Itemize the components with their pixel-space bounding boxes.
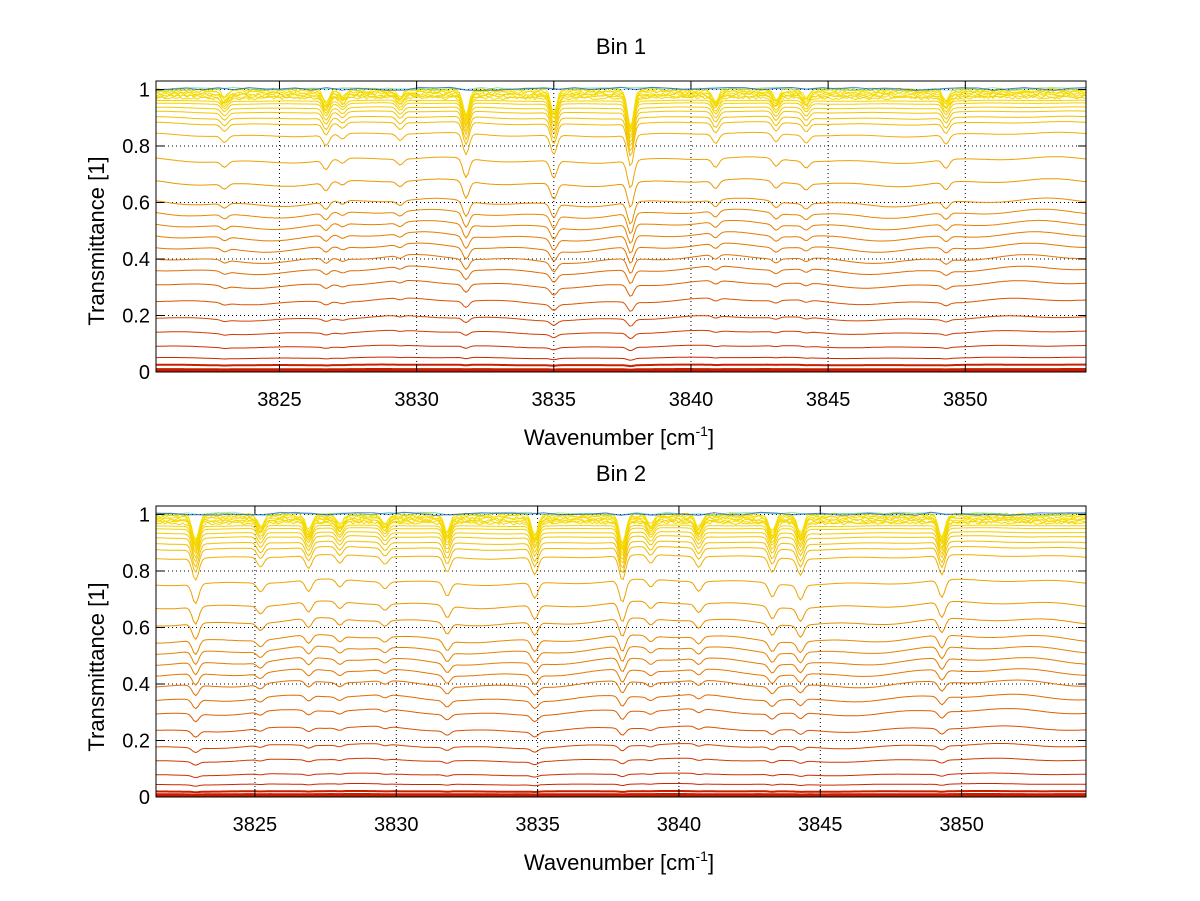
spectrum-line bbox=[156, 531, 1086, 561]
spectrum-line bbox=[156, 115, 1086, 152]
spectrum-line bbox=[156, 102, 1086, 140]
y-tick-labels: 0 0.2 0.4 0.6 0.8 1 bbox=[122, 504, 150, 809]
spectrum-line bbox=[156, 535, 1086, 564]
spectrum-line bbox=[156, 106, 1086, 144]
spectrum-line bbox=[156, 178, 1086, 208]
spectrum-line bbox=[156, 90, 1086, 130]
spectrum-line bbox=[156, 545, 1086, 574]
spectrum-line bbox=[156, 634, 1086, 656]
spectrum-line bbox=[156, 524, 1086, 554]
spectrum-line bbox=[156, 254, 1086, 274]
spectrum-line bbox=[156, 527, 1086, 557]
noise-line bbox=[156, 511, 1086, 517]
spectrum-line bbox=[156, 356, 1086, 361]
spectrum-line bbox=[156, 725, 1086, 738]
spectrum-line bbox=[156, 790, 1086, 794]
chart-title: Bin 2 bbox=[596, 461, 646, 486]
spectrum-line bbox=[156, 110, 1086, 147]
x-tick-label: 3845 bbox=[798, 814, 843, 836]
spectrum-line bbox=[156, 668, 1086, 686]
spectrum-line bbox=[156, 743, 1086, 754]
spectrum-line bbox=[156, 280, 1086, 297]
noise-line bbox=[156, 511, 1086, 516]
spectrum-line bbox=[156, 679, 1086, 697]
spectrum-line bbox=[156, 693, 1086, 710]
y-tick-label: 0.4 bbox=[122, 249, 150, 271]
spectrum-line bbox=[156, 368, 1086, 371]
x-tick-label: 3850 bbox=[943, 389, 988, 411]
spectrum-line bbox=[156, 793, 1086, 796]
x-axis-label: Wavenumber [cm-1] bbox=[524, 423, 714, 450]
spectrum-line bbox=[156, 344, 1086, 352]
spectrum-line bbox=[156, 520, 1086, 552]
y-tick-labels: 0 0.2 0.4 0.6 0.8 1 bbox=[122, 79, 150, 384]
spectra-lines bbox=[156, 511, 1086, 797]
spectrum-line bbox=[156, 783, 1086, 787]
y-tick-label: 0 bbox=[139, 787, 150, 809]
y-tick-label: 1 bbox=[139, 504, 150, 526]
spectrum-line bbox=[156, 329, 1086, 340]
spectrum-line bbox=[156, 554, 1086, 582]
x-tick-label: 3840 bbox=[657, 814, 702, 836]
spectrum-line bbox=[156, 121, 1086, 157]
x-tick-label: 3835 bbox=[515, 814, 560, 836]
spectrum-line bbox=[156, 231, 1086, 254]
spectrum-line bbox=[156, 242, 1086, 264]
y-tick-label: 0 bbox=[139, 362, 150, 384]
x-tick-label: 3830 bbox=[374, 814, 419, 836]
spectrum-line bbox=[156, 540, 1086, 569]
spectrum-line bbox=[156, 208, 1086, 235]
spectrum-line bbox=[156, 708, 1086, 723]
spectrum-line bbox=[156, 757, 1086, 766]
axis-ticks bbox=[156, 506, 1086, 798]
x-tick-label: 3845 bbox=[806, 389, 851, 411]
spectra-lines bbox=[156, 86, 1086, 372]
spectrum-line bbox=[156, 297, 1086, 312]
spectrum-line bbox=[156, 645, 1086, 666]
y-tick-label: 0.8 bbox=[122, 136, 150, 158]
spectrum-line bbox=[156, 772, 1086, 779]
axis-ticks bbox=[156, 81, 1086, 373]
x-axis-label: Wavenumber [cm-1] bbox=[524, 848, 714, 875]
x-tick-label: 3835 bbox=[532, 389, 577, 411]
spectrum-line bbox=[156, 315, 1086, 327]
y-tick-label: 0.8 bbox=[122, 561, 150, 583]
spectrum-line bbox=[156, 265, 1086, 285]
x-tick-labels: 3825 3830 3835 3840 3845 3850 bbox=[233, 814, 984, 836]
spectrum-line bbox=[156, 600, 1086, 626]
spectrum-line bbox=[156, 578, 1086, 605]
subplot-bin-1: Bin 1 3825 3830 3835 3840 3845 3850 0 0.2 0.4 0.… bbox=[84, 34, 1087, 450]
spectrum-line bbox=[156, 131, 1086, 167]
x-tick-label: 3825 bbox=[233, 814, 278, 836]
spectrum-line bbox=[156, 95, 1086, 133]
x-tick-label: 3830 bbox=[394, 389, 439, 411]
y-axis-label: Transmittance [1] bbox=[84, 582, 109, 751]
y-tick-label: 0.2 bbox=[122, 305, 150, 327]
spectrum-line bbox=[156, 197, 1086, 225]
chart-title: Bin 1 bbox=[596, 34, 646, 59]
x-tick-label: 3825 bbox=[257, 389, 302, 411]
noise-line bbox=[156, 86, 1086, 92]
y-axis-label: Transmittance [1] bbox=[84, 156, 109, 325]
x-tick-labels: 3825 3830 3835 3840 3845 3850 bbox=[257, 389, 987, 411]
spectrum-line bbox=[156, 219, 1086, 244]
spectrum-line bbox=[156, 363, 1086, 368]
y-tick-label: 0.2 bbox=[122, 730, 150, 752]
y-tick-label: 0.6 bbox=[122, 617, 150, 639]
y-tick-label: 1 bbox=[139, 79, 150, 101]
y-tick-label: 0.6 bbox=[122, 192, 150, 214]
y-tick-label: 0.4 bbox=[122, 674, 150, 696]
plot-area-frame bbox=[155, 80, 1087, 373]
noise-line bbox=[156, 86, 1086, 91]
x-tick-label: 3840 bbox=[669, 389, 714, 411]
spectrum-line bbox=[156, 156, 1086, 189]
x-tick-label: 3850 bbox=[939, 814, 984, 836]
subplot-bin-2: Bin 2 3825 3830 3835 3840 3845 3850 0 0.2 0.4 0.… bbox=[84, 461, 1087, 875]
spectrum-line bbox=[156, 99, 1086, 137]
plot-area-frame bbox=[155, 505, 1087, 798]
spectrum-line bbox=[156, 617, 1086, 641]
spectrum-line bbox=[156, 657, 1086, 676]
